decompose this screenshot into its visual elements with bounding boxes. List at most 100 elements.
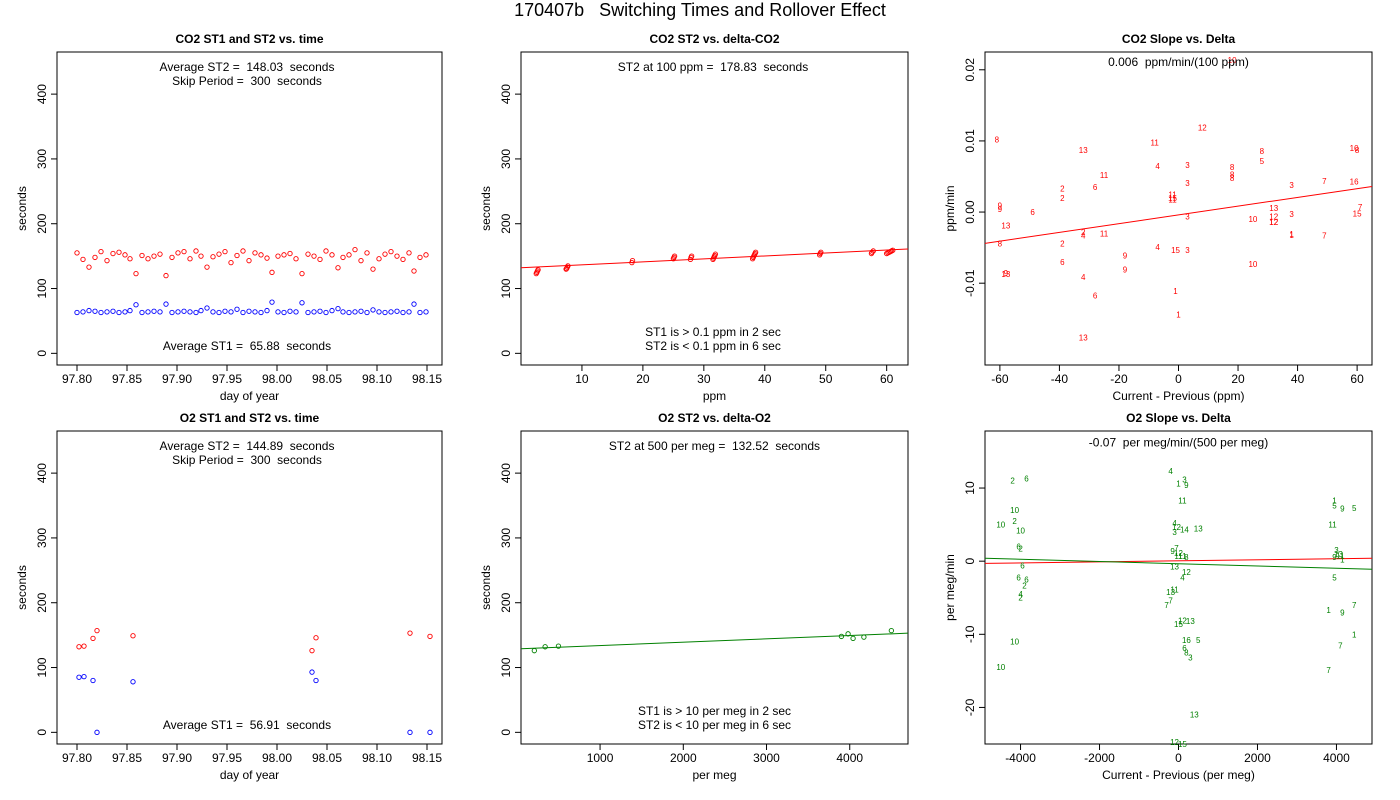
- co2-time-title: CO2 ST1 and ST2 vs. time: [175, 32, 323, 46]
- co2-st2-delta-point-st2: [888, 248, 895, 254]
- o2-slope-point-label: 5: [1196, 636, 1201, 645]
- o2-time-xlabel: day of year: [220, 768, 279, 782]
- co2-st2-delta-point-st2: [887, 248, 893, 255]
- co2-st2-delta-point-st2: [870, 248, 876, 254]
- co2-st2-delta-point-st2: [670, 256, 677, 262]
- o2-st2-delta-point-st2: [861, 634, 867, 640]
- o2-time-point-st1: [81, 673, 87, 680]
- co2-time-xtick-label: 98.10: [362, 372, 392, 386]
- co2-slope-ytick-label: -0.01: [963, 269, 977, 297]
- co2-st2-delta-ytick-label: 200: [499, 213, 513, 233]
- co2-time-point-st2: [193, 248, 199, 254]
- co2-time-point-st1: [293, 309, 299, 315]
- co2-st2-delta-point-st2: [751, 252, 758, 258]
- co2-time-point-st2: [234, 252, 240, 259]
- co2-slope-point-label: 11: [1168, 195, 1177, 204]
- co2-slope-point-label: 9: [998, 205, 1003, 214]
- o2-time-xtick-label: 98.00: [262, 751, 292, 765]
- co2-time-point-st1: [145, 309, 151, 315]
- o2-slope-point-label: 6: [1020, 562, 1025, 571]
- o2-time-title: O2 ST1 and ST2 vs. time: [180, 411, 320, 425]
- o2-slope-point-label: 10: [996, 663, 1005, 672]
- co2-st2-delta-point-st2: [710, 255, 717, 261]
- o2-slope-point-label: 5: [1352, 504, 1357, 513]
- co2-time-point-st1: [317, 308, 323, 314]
- co2-st2-delta-point-st2: [885, 250, 891, 256]
- co2-st2-delta-xtick-label: 30: [697, 372, 711, 386]
- co2-slope-ylabel: ppm/min: [943, 185, 957, 231]
- o2-slope-ytick-label: 10: [963, 481, 977, 495]
- co2-time-point-st1: [222, 308, 228, 314]
- co2-slope-point-label: 12: [1269, 218, 1278, 227]
- co2-st2-delta-ylabel: seconds: [479, 186, 493, 231]
- co2-slope-point-label: 9: [998, 202, 1003, 211]
- co2-time-point-st1: [151, 308, 157, 314]
- o2-time-annotation: Average ST2 = 144.89 seconds: [160, 439, 335, 453]
- o2-time-xtick-label: 98.05: [312, 751, 342, 765]
- co2-slope-point-label: 4: [1155, 243, 1160, 252]
- o2-time-annotation: Average ST1 = 56.91 seconds: [163, 718, 331, 732]
- o2-slope-point-label: 2: [1018, 545, 1023, 554]
- co2-time-point-st1: [370, 307, 376, 313]
- o2-slope-point-label: 9: [1184, 481, 1189, 490]
- co2-slope-point-label: 10: [1248, 260, 1257, 269]
- o2-st2-delta-point-st2: [850, 635, 856, 642]
- co2-time-frame: [56, 51, 443, 366]
- co2-slope-xtick-label: -20: [1110, 372, 1128, 386]
- o2-slope-point-label: 12: [1170, 738, 1179, 747]
- co2-st2-delta-point-st2: [534, 269, 540, 275]
- o2-slope-point-label: 10: [1016, 526, 1025, 535]
- o2-time-point-st1: [313, 677, 319, 684]
- co2-slope-point-label: 8: [995, 135, 1000, 144]
- co2-time-point-st1: [198, 307, 204, 314]
- o2-slope-point-label: 6: [1016, 543, 1021, 552]
- o2-slope-point-label: 9: [1332, 553, 1337, 562]
- o2-slope-point-label: 6: [1024, 475, 1029, 484]
- co2-st2-delta-point-st2: [869, 249, 875, 255]
- o2-time-point-st2: [130, 633, 136, 639]
- co2-slope-point-label: 5: [1260, 157, 1265, 166]
- o2-slope-annotation: -0.07 per meg/min/(500 per meg): [1089, 435, 1268, 449]
- co2-slope-point-label: 8: [998, 239, 1003, 248]
- co2-st2-delta-point-st2: [629, 258, 636, 264]
- co2-time-ytick-label: 200: [35, 213, 49, 233]
- co2-time-point-st1: [240, 309, 246, 316]
- co2-st2-delta-xtick-label: 10: [575, 372, 589, 386]
- co2-st2-delta-point-st2: [884, 250, 890, 257]
- co2-st2-delta-ytick-label: 100: [499, 278, 513, 298]
- co2-time-point-st2: [311, 253, 317, 259]
- o2-slope-point-label: 1: [1176, 480, 1181, 489]
- o2-time-point-st1: [309, 669, 315, 675]
- co2-time-point-st2: [222, 248, 228, 255]
- o2-st2-delta-point-st2: [888, 627, 895, 634]
- co2-time-xtick-label: 97.80: [62, 372, 92, 386]
- co2-slope-point-label: 8: [1230, 170, 1235, 179]
- o2-slope-point-label: 12: [1178, 616, 1187, 625]
- o2-slope-point-label: 7: [1326, 666, 1331, 675]
- o2-st2-delta-ytick-label: 0: [499, 729, 513, 736]
- co2-slope-point-label: 3: [1185, 212, 1190, 221]
- co2-slope-point-label: 6: [1093, 183, 1098, 192]
- o2-time-xtick-label: 98.15: [412, 751, 442, 765]
- co2-time-point-st1: [352, 309, 358, 315]
- o2-slope-point-label: 7: [1174, 544, 1179, 553]
- co2-time-point-st2: [293, 256, 299, 262]
- co2-time-point-st2: [228, 259, 234, 266]
- co2-time-point-st2: [406, 250, 412, 256]
- co2-time-annotation: Average ST1 = 65.88 seconds: [163, 339, 331, 353]
- co2-st2-delta-point-st2: [629, 259, 635, 266]
- co2-slope-xtick-label: 0: [1175, 372, 1182, 386]
- co2-st2-delta-point-st2: [751, 253, 757, 259]
- co2-time-point-st2: [335, 265, 341, 271]
- co2-time-point-st2: [210, 254, 216, 260]
- co2-st2-delta-point-st2: [711, 254, 717, 260]
- co2-time-point-st1: [323, 309, 329, 316]
- o2-slope-point-label: 8: [1184, 649, 1189, 658]
- o2-slope-point-label: 7: [1168, 597, 1173, 606]
- o2-slope-point-label: 10: [1010, 638, 1019, 647]
- co2-time-ytick-label: 100: [35, 278, 49, 298]
- o2-slope-ytick-label: 0: [963, 558, 977, 565]
- o2-time-ytick-label: 200: [35, 592, 49, 612]
- o2-time-frame: [56, 430, 443, 745]
